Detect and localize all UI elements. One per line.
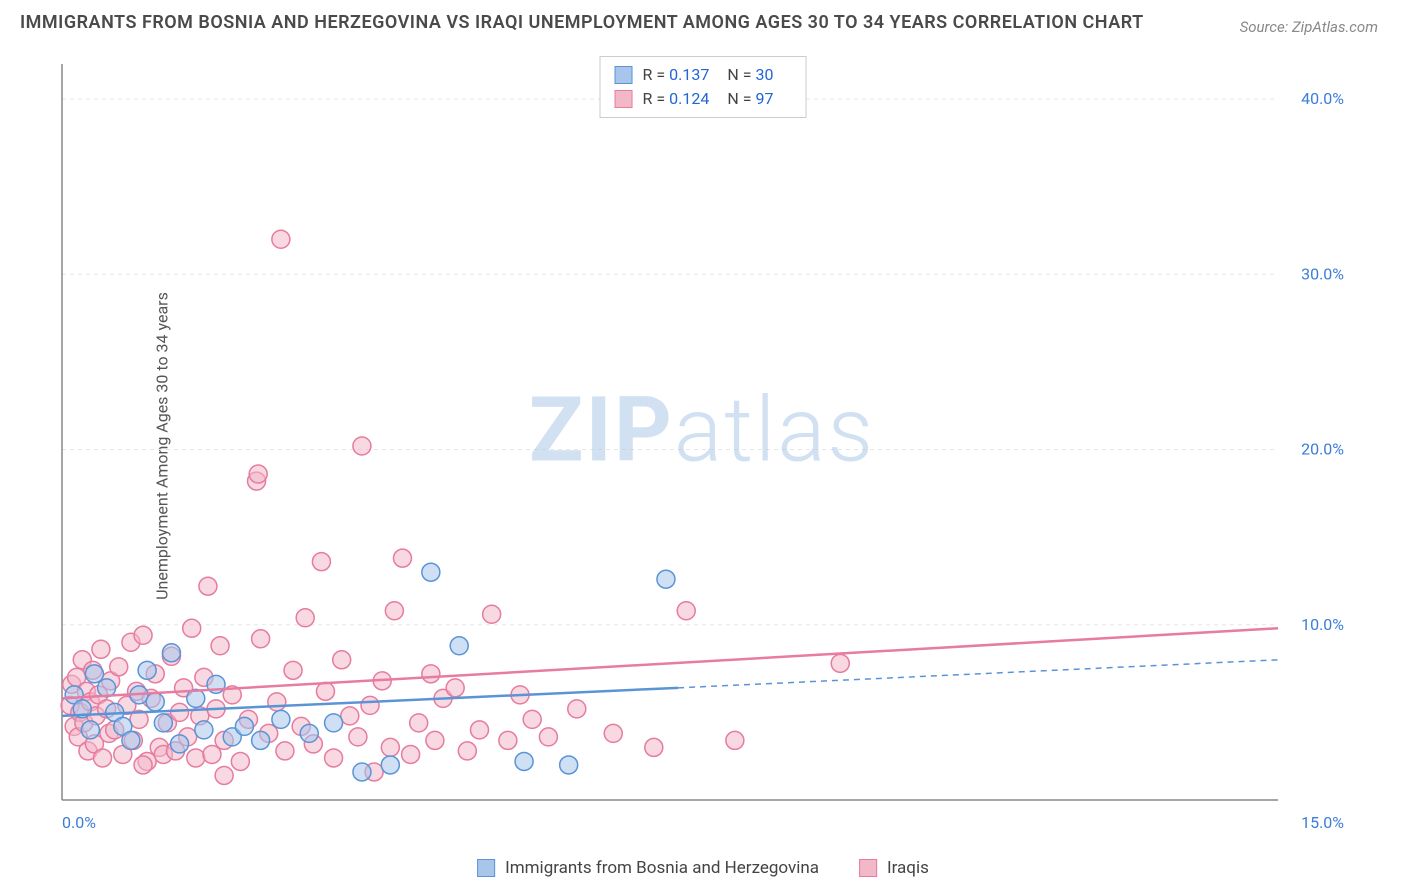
stats-legend: R =0.137N =30 R =0.124N =97 — [600, 56, 807, 118]
svg-text:10.0%: 10.0% — [1301, 615, 1344, 634]
legend-item-series2: Iraqis — [859, 858, 929, 878]
swatch-series2-icon — [859, 859, 877, 877]
svg-text:40.0%: 40.0% — [1301, 89, 1344, 108]
scatter-plot: 10.0%20.0%30.0%40.0%0.0%15.0% ZIPatlas — [54, 56, 1350, 836]
source-attribution: Source: ZipAtlas.com — [1240, 18, 1378, 36]
legend-label-series2: Iraqis — [887, 858, 929, 878]
swatch-series1-icon — [477, 859, 495, 877]
svg-text:0.0%: 0.0% — [62, 813, 96, 832]
chart-title: IMMIGRANTS FROM BOSNIA AND HERZEGOVINA V… — [20, 12, 1144, 33]
series-legend: Immigrants from Bosnia and Herzegovina I… — [477, 858, 929, 878]
stats-row-series1: R =0.137N =30 — [615, 63, 792, 87]
swatch-series2 — [615, 90, 633, 108]
legend-item-series1: Immigrants from Bosnia and Herzegovina — [477, 858, 819, 878]
swatch-series1 — [615, 66, 633, 84]
stats-row-series2: R =0.124N =97 — [615, 87, 792, 111]
svg-text:20.0%: 20.0% — [1301, 440, 1344, 459]
svg-text:30.0%: 30.0% — [1301, 264, 1344, 283]
svg-text:15.0%: 15.0% — [1301, 813, 1344, 832]
chart-svg: 10.0% 20.0% 30.0% 40.0% 0.0% 15.0% — [54, 56, 1350, 836]
legend-label-series1: Immigrants from Bosnia and Herzegovina — [505, 858, 819, 878]
